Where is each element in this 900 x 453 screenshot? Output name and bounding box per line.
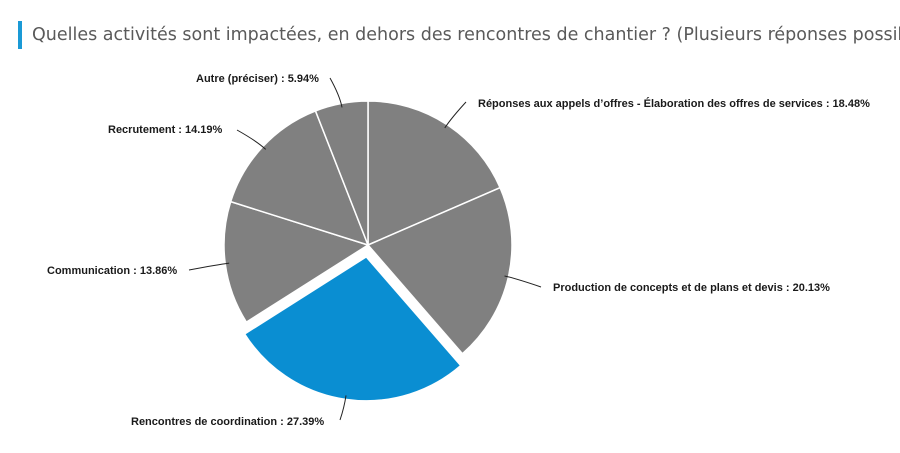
leader-line	[444, 101, 467, 129]
leader-line	[236, 129, 267, 150]
chart-title: Quelles activités sont impactées, en deh…	[32, 25, 900, 45]
leader-line	[188, 262, 230, 271]
slice-label: Réponses aux appels d’offres - Élaborati…	[478, 97, 870, 110]
slice-label: Autre (préciser) : 5.94%	[196, 73, 319, 85]
slice-label: Recrutement : 14.19%	[108, 124, 223, 136]
title-accent-bar	[18, 21, 22, 49]
leader-line	[329, 77, 343, 108]
slice-label: Production de concepts et de plans et de…	[553, 282, 830, 294]
leader-line	[504, 275, 542, 288]
slice-label: Communication : 13.86%	[47, 265, 177, 277]
slice-label: Rencontres de coordination : 27.39%	[131, 416, 324, 428]
leader-line	[339, 395, 347, 421]
chart-header: Quelles activités sont impactées, en deh…	[18, 21, 900, 49]
